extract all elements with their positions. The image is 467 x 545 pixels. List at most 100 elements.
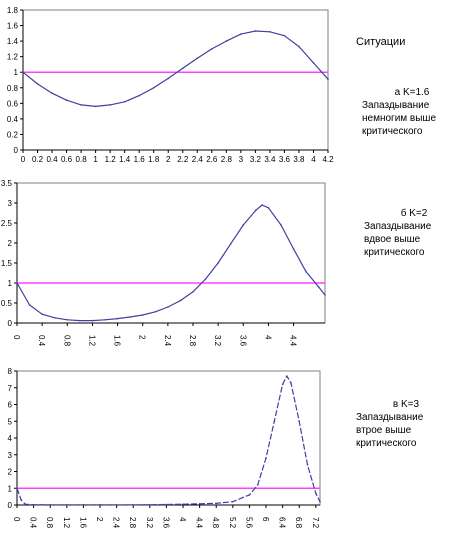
data-point-c bbox=[82, 504, 85, 506]
y-tick-label-b: 0 bbox=[8, 319, 13, 328]
data-point-a bbox=[138, 94, 140, 97]
data-point-b bbox=[280, 224, 282, 226]
data-point-a bbox=[65, 99, 68, 102]
data-point-b bbox=[292, 248, 295, 250]
y-tick-label-c: 6 bbox=[8, 401, 13, 410]
x-tick-label-b: 4.4 bbox=[289, 335, 298, 347]
y-tick-label-b: 3 bbox=[8, 199, 13, 208]
x-tick-label-c: 0.8 bbox=[45, 517, 54, 529]
data-point-a bbox=[94, 105, 97, 108]
data-point-b bbox=[41, 313, 43, 315]
x-tick-label-c: 4.4 bbox=[195, 517, 204, 529]
y-tick-label-a: 1.8 bbox=[7, 6, 19, 15]
data-point-c bbox=[265, 457, 267, 459]
data-point-a bbox=[167, 77, 170, 80]
data-point-b bbox=[179, 299, 182, 302]
y-tick-label-a: 1.6 bbox=[7, 22, 19, 31]
chart-c: 0 1 2 3 4 5 6 7 8 0 0.4 0.8 1.2 1.6 2 2.4 2.8 3.2 3.6 4 4.4 4… bbox=[8, 367, 321, 529]
y-tick-label-a: 0.4 bbox=[7, 115, 19, 124]
x-tick-label-c: 3.2 bbox=[145, 517, 154, 529]
x-tick-label-c: 4.8 bbox=[211, 517, 220, 529]
data-point-a bbox=[196, 57, 199, 60]
situations-label: Ситуации bbox=[356, 36, 406, 48]
plot-frame-c bbox=[16, 370, 321, 506]
y-tick-label-b: 0.5 bbox=[1, 299, 13, 308]
data-point-a bbox=[211, 48, 213, 50]
x-tick-label-a: 0.8 bbox=[76, 155, 88, 164]
data-point-a bbox=[298, 45, 300, 48]
x-tick-label-c: 2.8 bbox=[128, 517, 137, 529]
x-tick-label-a: 2.2 bbox=[177, 155, 189, 164]
data-point-b bbox=[53, 317, 56, 319]
data-point-c bbox=[66, 504, 68, 506]
data-point-b bbox=[324, 294, 326, 296]
data-point-c bbox=[20, 499, 22, 501]
x-tick-label-b: 3.2 bbox=[213, 335, 222, 347]
x-tick-label-c: 2 bbox=[95, 517, 104, 522]
x-tick-label-b: 2.4 bbox=[163, 335, 172, 347]
x-tick-label-c: 0.4 bbox=[29, 517, 38, 529]
x-tick-label-c: 6.8 bbox=[294, 517, 303, 529]
x-tick-label-a: 1 bbox=[93, 155, 98, 164]
x-tick-label-b: 4 bbox=[263, 335, 272, 340]
data-point-c bbox=[319, 500, 321, 503]
data-point-b bbox=[267, 207, 270, 209]
x-tick-label-a: 0.6 bbox=[61, 155, 73, 164]
x-tick-label-a: 4.2 bbox=[322, 155, 334, 164]
data-point-b bbox=[66, 319, 69, 321]
x-tick-label-b: 1.2 bbox=[87, 335, 96, 347]
y-tick-label-c: 5 bbox=[8, 417, 13, 426]
description-c: в K=3 Запаздывание втрое выше критическо… bbox=[356, 398, 456, 450]
data-point-a bbox=[36, 83, 39, 85]
y-tick-label-c: 3 bbox=[8, 451, 13, 460]
x-tick-label-c: 0 bbox=[12, 517, 21, 522]
data-point-c bbox=[285, 375, 288, 377]
data-point-c bbox=[298, 420, 301, 423]
data-point-c bbox=[99, 504, 101, 506]
x-tick-label-a: 2.6 bbox=[206, 155, 218, 164]
x-tick-label-a: 3.4 bbox=[264, 155, 276, 164]
y-tick-label-c: 4 bbox=[8, 434, 13, 443]
y-tick-label-b: 2.5 bbox=[1, 219, 13, 228]
x-tick-label-a: 1.2 bbox=[105, 155, 117, 164]
description-a-line-2: немногим выше bbox=[362, 113, 437, 124]
data-point-c bbox=[16, 487, 18, 490]
data-point-b bbox=[204, 278, 207, 280]
y-tick-label-a: 1 bbox=[14, 68, 19, 77]
description-c-line-2: втрое выше bbox=[356, 425, 412, 436]
x-tick-label-a: 3.6 bbox=[279, 155, 291, 164]
x-tick-label-b: 2 bbox=[138, 335, 147, 340]
data-point-b bbox=[104, 319, 106, 321]
x-tick-label-b: 0.4 bbox=[37, 335, 46, 347]
x-tick-label-b: 2.8 bbox=[188, 335, 197, 347]
x-tick-label-a: 2.8 bbox=[221, 155, 233, 164]
description-b: б K=2 Запаздывание вдвое выше критическо… bbox=[364, 207, 464, 259]
x-tick-label-c: 1.2 bbox=[62, 517, 71, 529]
data-point-c bbox=[49, 504, 52, 506]
data-point-b bbox=[116, 317, 119, 320]
data-point-a bbox=[269, 30, 271, 33]
y-tick-label-b: 1.5 bbox=[1, 259, 13, 268]
description-c-line-1: Запаздывание bbox=[356, 412, 424, 423]
data-point-a bbox=[123, 100, 126, 103]
x-tick-label-c: 6 bbox=[261, 517, 270, 522]
x-tick-label-c: 3.6 bbox=[161, 517, 170, 529]
data-point-b bbox=[16, 282, 18, 284]
x-tick-label-a: 1.4 bbox=[119, 155, 131, 164]
x-tick-label-a: 2.4 bbox=[192, 155, 204, 164]
data-point-c bbox=[256, 484, 259, 486]
y-tick-label-c: 8 bbox=[8, 367, 13, 376]
x-tick-label-c: 1.6 bbox=[78, 517, 87, 529]
x-tick-label-c: 7.2 bbox=[311, 517, 320, 529]
y-tick-label-a: 0.6 bbox=[7, 99, 19, 108]
y-tick-label-c: 7 bbox=[8, 384, 13, 393]
x-tick-label-b: 3.6 bbox=[238, 335, 247, 347]
data-point-c bbox=[290, 381, 292, 384]
data-point-b bbox=[167, 306, 169, 308]
data-point-b bbox=[229, 243, 232, 245]
data-point-c bbox=[281, 383, 284, 386]
data-point-b bbox=[305, 271, 307, 273]
data-point-a bbox=[312, 62, 315, 64]
caption-c: в K=3 bbox=[392, 399, 420, 410]
y-tick-label-b: 2 bbox=[8, 239, 13, 248]
